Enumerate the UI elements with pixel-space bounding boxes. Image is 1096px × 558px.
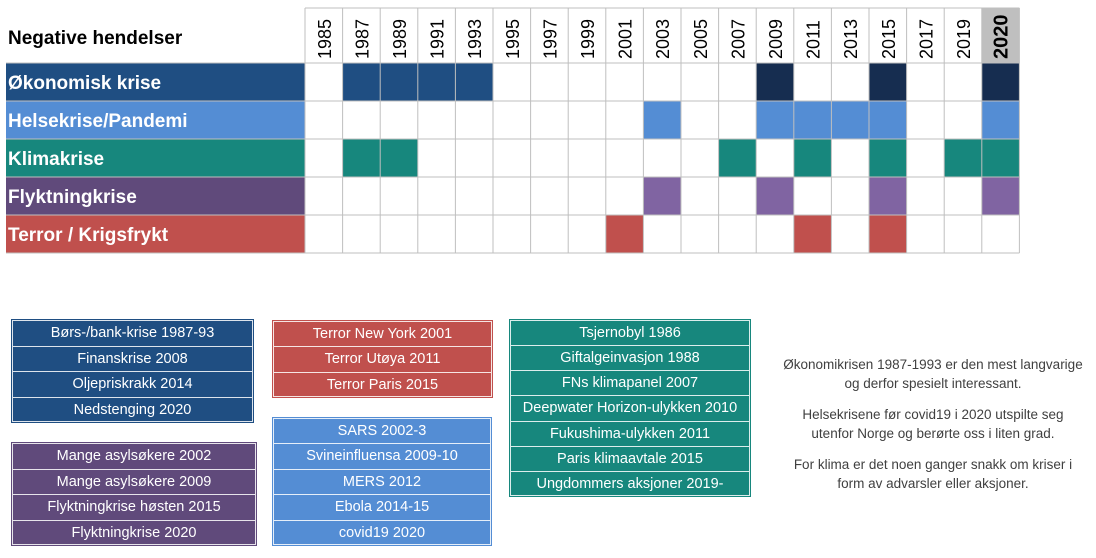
legend-okonomisk-krise: Børs-/bank-krise 1987-93 Finanskrise 2008… [11, 319, 254, 423]
event-cell [380, 139, 418, 177]
event-cell [380, 63, 418, 101]
event-cell [944, 139, 982, 177]
legend-item: Fukushima-ulykken 2011 [510, 420, 750, 446]
legend-item: Finanskrise 2008 [12, 345, 253, 371]
year-tick-label: 2013 [841, 19, 861, 59]
legend-item: Ebola 2014-15 [273, 494, 491, 520]
note-helse: Helsekrisene før covid19 i 2020 utspilte… [802, 407, 1064, 441]
legend-item: Svineinfluensa 2009-10 [273, 443, 491, 469]
event-cell [793, 215, 832, 253]
event-cell [756, 63, 794, 101]
event-cell [643, 177, 681, 215]
event-cell [831, 101, 869, 139]
year-tick-label: 2007 [728, 19, 748, 59]
event-cell [756, 101, 794, 139]
event-cell [342, 139, 381, 177]
year-tick-label: 2003 [653, 19, 673, 59]
legend-item: Terror Paris 2015 [273, 371, 492, 397]
note-okonomi: Økonomikrisen 1987-1993 er den mest lang… [783, 357, 1083, 391]
event-cell [793, 101, 832, 139]
year-tick-label: 1985 [315, 19, 335, 59]
row-label-bg [6, 177, 305, 215]
row-label-bg [6, 215, 305, 253]
year-tick-label: 2019 [954, 19, 974, 59]
event-cell [981, 139, 1020, 177]
event-cell [793, 139, 832, 177]
legend-item: Paris klimaavtale 2015 [510, 445, 750, 471]
row-label: Helsekrise/Pandemi [8, 111, 188, 132]
row-label: Flyktningkrise [8, 187, 137, 208]
legend-terror: Terror New York 2001 Terror Utøya 2011 Ter… [272, 320, 493, 398]
event-cell [981, 63, 1020, 101]
year-tick-label: 1995 [503, 19, 523, 59]
legend-klimakrise: Tsjernobyl 1986 Giftalgeinvasjon 1988 FNs … [509, 319, 751, 497]
legend-item: Mange asylsøkere 2009 [12, 468, 256, 494]
event-cell [718, 139, 757, 177]
year-tick-label: 2001 [616, 19, 636, 59]
note-klima: For klima er det noen ganger snakk om kr… [793, 457, 1073, 491]
year-tick-label: 1999 [578, 19, 598, 59]
year-tick-label: 2009 [766, 19, 786, 59]
legend-item: Mange asylsøkere 2002 [12, 443, 256, 469]
event-cell [869, 215, 907, 253]
row-label-bg [6, 63, 305, 101]
event-cell [756, 177, 794, 215]
header-label: Negative hendelser [8, 28, 183, 49]
legend-item: Ungdommers aksjoner 2019- [510, 470, 750, 496]
year-tick-label: 1991 [428, 19, 448, 59]
legend-item: Flyktningkrise 2020 [12, 519, 256, 545]
row-label: Klimakrise [8, 149, 104, 170]
legend-item: Deepwater Horizon-ulykken 2010 [510, 395, 750, 421]
legend-helsekrise: SARS 2002-3 Svineinfluensa 2009-10 MERS 20… [272, 417, 492, 546]
event-cell [455, 63, 493, 101]
legend-item: Børs-/bank-krise 1987-93 [12, 320, 253, 346]
year-header-highlight [981, 8, 1020, 63]
legend-item: Terror Utøya 2011 [273, 346, 492, 372]
legend-flyktningkrise: Mange asylsøkere 2002 Mange asylsøkere 20… [11, 442, 257, 546]
event-cell [643, 101, 681, 139]
row-label: Økonomisk krise [8, 73, 161, 94]
legend-item: Giftalgeinvasjon 1988 [510, 345, 750, 371]
event-cell [869, 63, 907, 101]
event-cell [605, 215, 644, 253]
legend-item: Terror New York 2001 [273, 321, 492, 347]
year-tick-label: 2015 [879, 19, 899, 59]
legend-item: Flyktningkrise høsten 2015 [12, 494, 256, 520]
event-cell [417, 63, 456, 101]
year-tick-label: 2017 [916, 19, 936, 59]
event-cell [869, 177, 907, 215]
year-tick-label: 2005 [691, 19, 711, 59]
row-label-bg [6, 101, 305, 139]
legend-item: Tsjernobyl 1986 [510, 320, 750, 346]
year-tick-label: 1997 [540, 19, 560, 59]
year-tick-label: 1989 [390, 19, 410, 59]
crisis-timeline-chart: Negative hendelser 1985 1987 1989 1991 1993 19… [6, 7, 1020, 254]
event-cell [981, 101, 1020, 139]
legend-item: FNs klimapanel 2007 [510, 370, 750, 396]
year-tick-label: 1987 [352, 19, 372, 59]
row-label: Terror / Krigsfrykt [8, 225, 169, 246]
event-cell [342, 63, 381, 101]
legend-item: SARS 2002-3 [273, 418, 491, 444]
legend-item: Oljepriskrakk 2014 [12, 371, 253, 397]
event-cell [981, 177, 1020, 215]
year-tick-label: 2011 [804, 20, 824, 59]
legend-item: covid19 2020 [273, 519, 491, 545]
event-cell [869, 101, 907, 139]
legend-item: MERS 2012 [273, 468, 491, 495]
year-tick-label: 1993 [465, 19, 485, 59]
row-label-bg [6, 139, 305, 177]
event-cell [869, 139, 907, 177]
legend-item: Nedstenging 2020 [12, 396, 253, 422]
year-tick-label: 2020 [991, 15, 1013, 60]
commentary-text: Økonomikrisen 1987-1993 er den mest lang… [780, 356, 1086, 506]
